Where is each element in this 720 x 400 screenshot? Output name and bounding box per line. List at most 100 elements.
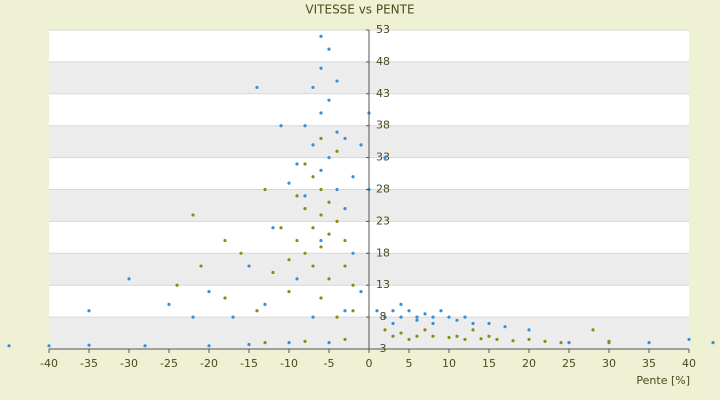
data-point [407,309,411,313]
data-point [143,344,147,348]
data-point [327,156,331,160]
data-point [647,341,651,345]
x-tick-label: 5 [406,357,413,370]
data-point [431,321,435,326]
data-point [423,312,427,316]
data-point [383,156,387,160]
data-point [311,143,315,147]
data-point [127,277,131,281]
x-tick-label: -35 [80,357,98,370]
x-tick-label: 15 [482,357,496,370]
data-point [359,289,363,294]
data-point [167,302,171,306]
data-point [303,207,307,211]
data-point [511,339,515,343]
data-point [343,136,347,141]
data-point [87,309,91,313]
data-point [567,341,571,345]
data-point [303,162,307,166]
data-point [335,149,339,153]
x-axis-title: Pente [%] [636,374,690,387]
data-point [319,111,323,115]
x-tick-label: 0 [366,357,373,370]
data-point [303,251,307,255]
data-point [207,289,211,294]
data-point [351,175,355,179]
y-tick-label: 48 [376,55,390,68]
data-point [311,264,315,268]
data-point [471,328,475,332]
data-point [191,315,195,319]
data-point [263,187,267,192]
data-point [343,207,347,211]
data-point [303,339,307,343]
data-point [415,334,419,338]
data-point [295,277,299,281]
data-point [287,289,291,294]
data-point [343,238,347,243]
data-point [359,143,363,147]
data-point [287,181,291,185]
data-point [343,309,347,313]
data-point [503,325,507,329]
data-point [319,213,323,217]
data-point [327,232,331,236]
data-point [479,337,483,341]
y-tick-label: 13 [376,278,390,291]
x-tick-label: 25 [562,357,576,370]
data-point [463,337,467,342]
data-point [407,337,411,342]
data-point [319,296,323,300]
data-point [343,337,347,342]
data-point [487,321,491,326]
data-point [255,309,259,313]
data-point [247,264,251,268]
data-point [559,341,563,345]
data-point [447,315,451,319]
x-tick-label: -15 [240,357,258,370]
x-tick-label: -25 [160,357,178,370]
data-point [591,328,595,332]
y-tick-label: 3 [380,342,387,355]
chart-title: VITESSE vs PENTE [305,3,414,17]
x-tick-label: -20 [200,357,218,370]
data-point [335,187,339,192]
data-point [351,251,355,255]
data-point [335,315,339,319]
data-point [447,335,451,340]
data-point [191,213,195,217]
data-point [231,315,235,319]
data-point [263,302,267,306]
data-point [391,321,395,326]
data-point [335,79,339,83]
data-point [391,334,395,338]
data-point [223,296,227,300]
x-tick-label: 10 [442,357,456,370]
data-point [295,194,299,198]
data-point [263,341,267,345]
data-point [255,85,259,90]
data-point [687,337,691,342]
data-point [319,187,323,192]
y-tick-label: 38 [376,119,390,132]
data-point [415,318,419,322]
data-point [319,168,323,172]
x-tick-label: -40 [40,357,58,370]
data-point [711,341,715,345]
data-point [319,136,323,141]
data-point [311,315,315,319]
y-tick-label: 23 [376,214,390,227]
data-point [199,264,203,268]
data-point [351,309,355,313]
data-point [87,343,91,347]
data-point [311,175,315,179]
data-point [423,328,427,332]
data-point [383,315,387,319]
data-point [399,302,403,306]
data-point [327,200,331,204]
data-point [487,334,491,338]
x-tick-label: 30 [602,357,616,370]
data-point [295,238,299,243]
data-point [463,315,467,319]
